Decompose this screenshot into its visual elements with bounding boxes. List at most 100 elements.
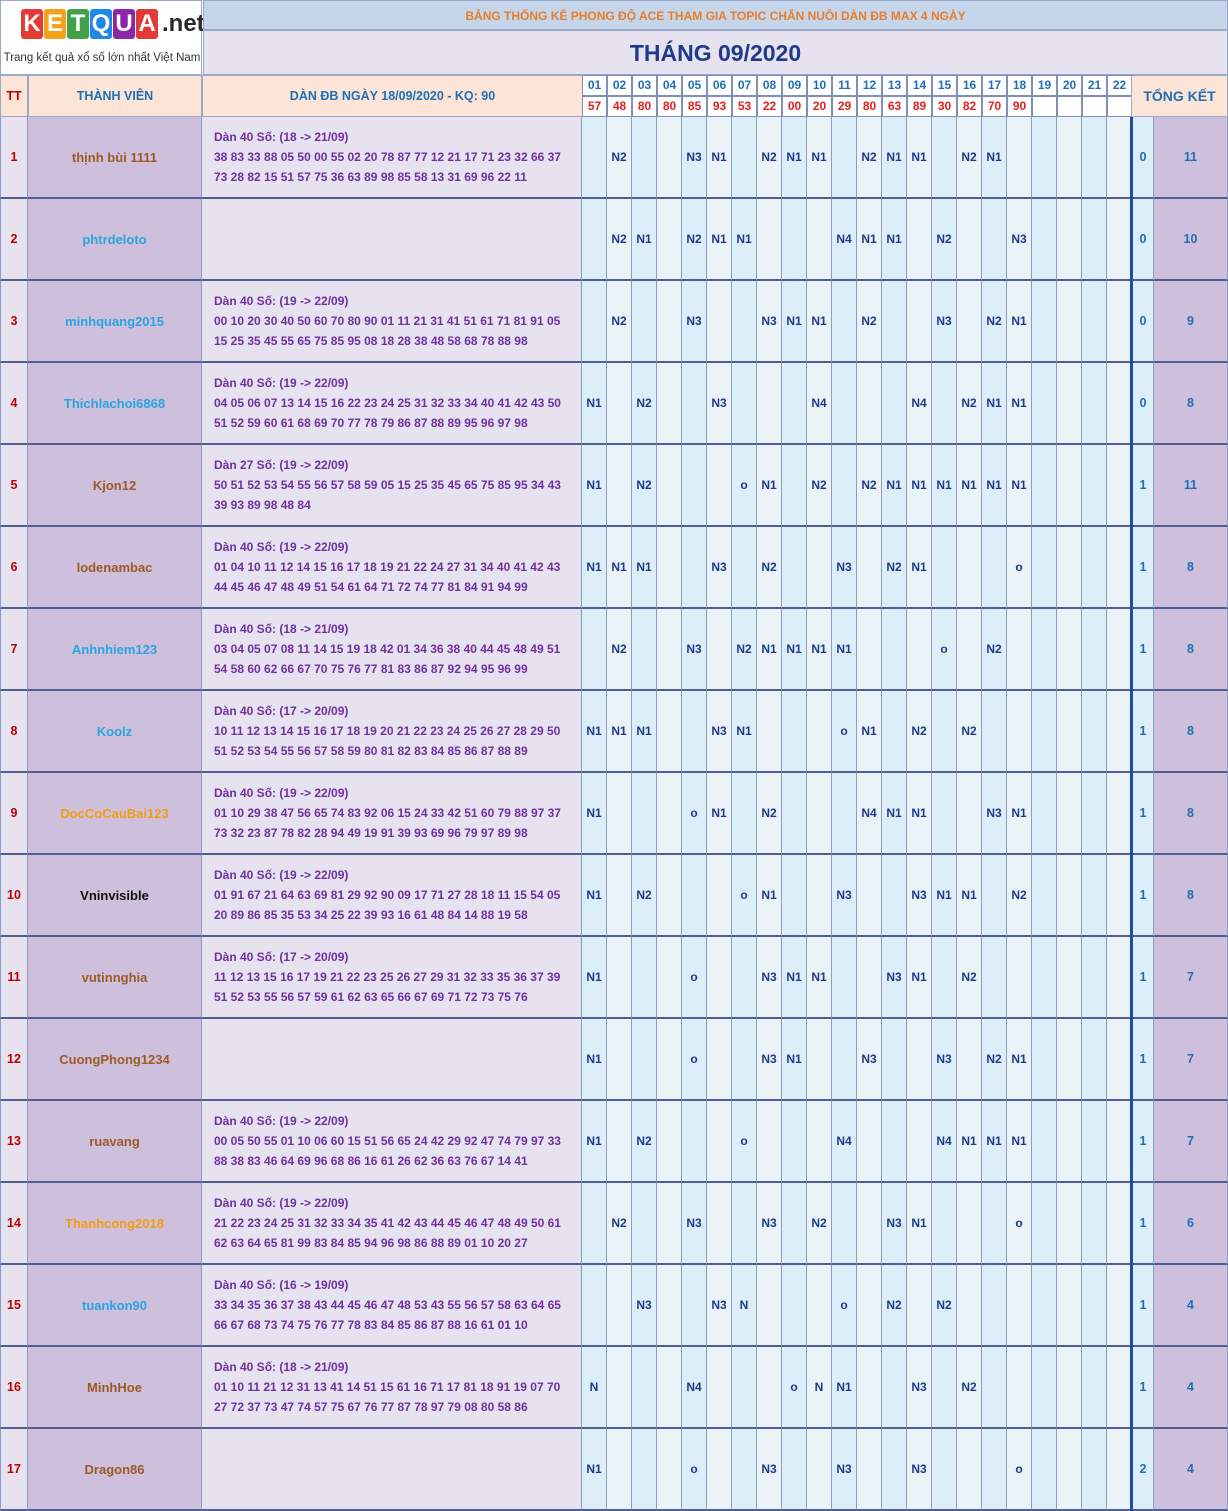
day-cell <box>1007 1265 1032 1347</box>
member-name[interactable]: Koolz <box>28 691 202 773</box>
summary-total: 8 <box>1154 363 1228 445</box>
summary-total: 11 <box>1154 445 1228 527</box>
dan-numbers: 01 10 11 21 12 31 13 41 14 51 15 61 16 7… <box>214 1380 561 1394</box>
summary-total: 6 <box>1154 1183 1228 1265</box>
summary-count: 1 <box>1133 1101 1154 1183</box>
day-cell <box>957 773 982 855</box>
dan-numbers: 15 25 35 45 55 65 75 85 95 08 18 28 38 4… <box>214 334 528 348</box>
dan-numbers: 11 12 13 15 16 17 19 21 22 23 25 26 27 2… <box>214 970 561 984</box>
day-cell: N1 <box>782 281 807 363</box>
dan-numbers: 54 58 60 62 66 67 70 75 76 77 81 83 86 8… <box>214 662 528 676</box>
table-row: 16 MinhHoe Dàn 40 Số: (18 -> 21/09) 01 10 1… <box>0 1347 1228 1429</box>
day-cell <box>607 1429 632 1511</box>
member-name[interactable]: Vninvisible <box>28 855 202 937</box>
member-name[interactable]: ruavang <box>28 1101 202 1183</box>
logo[interactable]: K E T Q U A .net Trang kết quả xổ số lớn nhất … <box>0 0 205 75</box>
day-cell: N3 <box>932 281 957 363</box>
member-name[interactable]: DocCoCauBai123 <box>28 773 202 855</box>
day-cell <box>857 527 882 609</box>
member-name[interactable]: Thanhcong2018 <box>28 1183 202 1265</box>
brand-letter: Q <box>90 9 112 39</box>
member-name[interactable]: minhquang2015 <box>28 281 202 363</box>
month-title: THÁNG 09/2020 <box>203 30 1228 75</box>
table-row: 3 minhquang2015 Dàn 40 Số: (19 -> 22/09) 00… <box>0 281 1228 363</box>
dan-cell: Dàn 40 Số: (17 -> 20/09) 11 12 13 15 16 1… <box>202 937 582 1019</box>
row-number: 2 <box>0 199 28 281</box>
day-cell <box>607 445 632 527</box>
row-number: 9 <box>0 773 28 855</box>
brand-suffix: .net <box>162 10 205 37</box>
day-cell <box>1082 1265 1107 1347</box>
member-name[interactable]: CuongPhong1234 <box>28 1019 202 1101</box>
day-cell: N2 <box>957 937 982 1019</box>
dan-cell: Dàn 40 Số: (19 -> 22/09) 00 05 50 55 01 1… <box>202 1101 582 1183</box>
day-cell: N1 <box>857 199 882 281</box>
day-cell <box>657 855 682 937</box>
day-cell <box>882 1019 907 1101</box>
day-cell <box>1057 1265 1082 1347</box>
day-cell: N1 <box>832 1347 857 1429</box>
day-cell <box>782 199 807 281</box>
day-cell <box>732 117 757 199</box>
member-name[interactable]: Kjon12 <box>28 445 202 527</box>
day-cell: N <box>732 1265 757 1347</box>
day-result <box>1032 96 1057 117</box>
day-cell <box>732 281 757 363</box>
member-name[interactable]: phtrdeloto <box>28 199 202 281</box>
day-cell <box>932 527 957 609</box>
day-cell <box>732 527 757 609</box>
row-number: 1 <box>0 117 28 199</box>
member-name[interactable]: thịnh bùi 1111 <box>28 117 202 199</box>
day-cell <box>1007 937 1032 1019</box>
day-number: 13 <box>882 75 907 96</box>
day-cell <box>782 1429 807 1511</box>
member-name[interactable]: Anhnhiem123 <box>28 609 202 691</box>
summary-count: 0 <box>1133 363 1154 445</box>
summary-total: 4 <box>1154 1265 1228 1347</box>
member-name[interactable]: MinhHoe <box>28 1347 202 1429</box>
row-number: 8 <box>0 691 28 773</box>
day-cell: N2 <box>957 117 982 199</box>
day-cell <box>657 117 682 199</box>
day-cell: N1 <box>757 445 782 527</box>
day-result: 57 <box>582 96 607 117</box>
day-cell: N2 <box>807 445 832 527</box>
day-cell: N3 <box>757 1183 782 1265</box>
summary-divider <box>1130 1183 1133 1265</box>
member-name[interactable]: Thichlachoi6868 <box>28 363 202 445</box>
summary-count: 1 <box>1133 609 1154 691</box>
day-cell <box>1032 1019 1057 1101</box>
day-cell <box>782 363 807 445</box>
summary-total: 9 <box>1154 281 1228 363</box>
day-cell <box>807 1429 832 1511</box>
row-number: 12 <box>0 1019 28 1101</box>
day-cell: N2 <box>632 363 657 445</box>
member-name[interactable]: lodenambac <box>28 527 202 609</box>
day-result: 80 <box>857 96 882 117</box>
day-cell <box>1032 773 1057 855</box>
day-cell: N1 <box>882 773 907 855</box>
member-name[interactable]: tuankon90 <box>28 1265 202 1347</box>
header-summary: TỔNG KẾT <box>1131 75 1228 117</box>
day-cell <box>732 1429 757 1511</box>
day-cell <box>607 1019 632 1101</box>
member-name[interactable]: vutinnghia <box>28 937 202 1019</box>
day-cell <box>1107 117 1132 199</box>
day-cell <box>857 1265 882 1347</box>
member-name[interactable]: Dragon86 <box>28 1429 202 1511</box>
day-cell <box>832 1183 857 1265</box>
dan-cell: Dàn 40 Số: (17 -> 20/09) 10 11 12 13 14 1… <box>202 691 582 773</box>
day-cell <box>907 1019 932 1101</box>
day-cell: N4 <box>857 773 882 855</box>
row-number: 3 <box>0 281 28 363</box>
day-cell <box>832 117 857 199</box>
day-cell <box>707 937 732 1019</box>
dan-heading: Dàn 40 Số: (19 -> 22/09) <box>214 868 349 882</box>
day-cell <box>1082 363 1107 445</box>
day-cell <box>782 1265 807 1347</box>
day-cell: N3 <box>932 1019 957 1101</box>
day-cell <box>1057 691 1082 773</box>
day-number: 08 <box>757 75 782 96</box>
day-cell <box>1032 281 1057 363</box>
day-cell <box>1082 199 1107 281</box>
